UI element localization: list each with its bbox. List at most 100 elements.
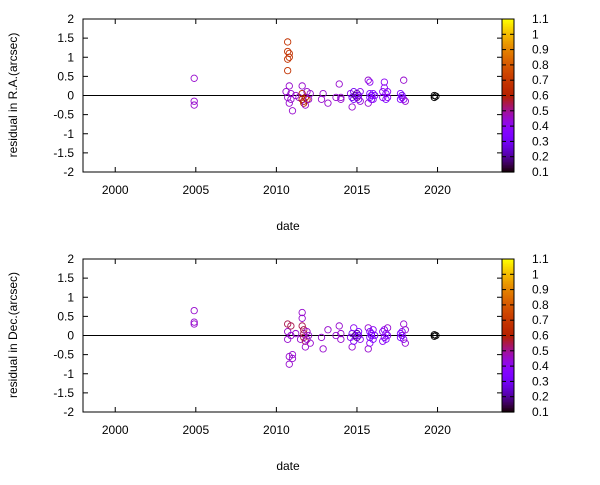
colorbar-segment	[502, 398, 514, 401]
x-tick-label: 2010	[263, 183, 290, 197]
colorbar-segment	[502, 167, 514, 170]
data-point	[306, 89, 314, 98]
y-tick-label: -1	[63, 367, 74, 381]
data-point	[317, 333, 326, 342]
colorbar-segment	[502, 25, 514, 28]
colorbar-tick-label: 1.1	[532, 252, 549, 266]
colorbar-segment	[502, 103, 514, 106]
colorbar-segment	[502, 389, 514, 392]
data-point	[396, 95, 405, 103]
colorbar-segment	[502, 295, 514, 298]
colorbar-segment	[502, 130, 514, 133]
colorbar-segment	[502, 19, 514, 22]
colorbar-segment	[502, 121, 514, 124]
colorbar-segment	[502, 363, 514, 366]
colorbar-segment	[502, 352, 514, 355]
colorbar-segment	[502, 384, 514, 387]
x-tick-label: 2015	[344, 423, 371, 437]
data-point	[430, 93, 438, 102]
colorbar-segment	[502, 323, 514, 326]
colorbar-tick-label: 0.8	[532, 298, 549, 312]
colorbar-segment	[502, 152, 514, 155]
y-tick-label: -2	[63, 165, 74, 179]
data-point	[369, 89, 377, 98]
data-point	[284, 66, 292, 75]
colorbar-tick-label: 0.4	[532, 119, 549, 133]
colorbar-tick-label: 0.4	[532, 359, 549, 373]
colorbar-tick-label: 0.7	[532, 73, 549, 87]
colorbar-segment	[502, 340, 514, 343]
colorbar-segment	[502, 26, 514, 29]
colorbar-tick-label: 0.6	[532, 89, 549, 103]
y-tick-label: 1.5	[57, 31, 74, 45]
y-tick-label: -1.5	[53, 386, 74, 400]
colorbar-tick-label: 0.8	[532, 58, 549, 72]
data-point	[337, 329, 345, 338]
data-point	[301, 337, 310, 345]
y-tick-label: 0	[67, 329, 74, 343]
colorbar-segment	[502, 46, 514, 49]
colorbar-segment	[502, 92, 514, 95]
colorbar-segment	[502, 297, 514, 300]
colorbar-segment	[502, 67, 514, 71]
data-point	[353, 329, 361, 338]
colorbar-segment	[502, 320, 514, 323]
y-tick-label: -1.5	[53, 146, 74, 160]
data-point	[190, 74, 198, 82]
colorbar-segment	[502, 278, 514, 282]
colorbar-segment	[502, 104, 514, 107]
data-point	[400, 95, 408, 103]
colorbar-tick-label: 0.1	[532, 165, 549, 179]
y-axis-label: residual in Dec.(arcsec)	[6, 272, 20, 398]
data-point	[335, 322, 343, 330]
colorbar-segment	[502, 45, 514, 48]
colorbar-segment	[502, 155, 514, 158]
colorbar-segment	[502, 54, 514, 57]
x-axis-label: date	[276, 219, 300, 233]
colorbar-segment	[502, 23, 514, 26]
colorbar-segment	[502, 307, 514, 311]
colorbar-tick-label: 0.2	[532, 150, 549, 164]
colorbar-segment	[502, 376, 514, 379]
colorbar-segment	[502, 86, 514, 89]
data-point	[354, 328, 363, 336]
colorbar-segment	[502, 259, 514, 262]
colorbar-segment	[502, 375, 514, 378]
colorbar-segment	[502, 95, 514, 98]
colorbar-segment	[502, 106, 514, 109]
colorbar-segment	[502, 133, 514, 136]
colorbar-segment	[502, 69, 514, 72]
colorbar-segment	[502, 124, 514, 127]
colorbar-segment	[502, 277, 514, 280]
data-point	[288, 350, 297, 359]
y-tick-label: -1	[63, 127, 74, 141]
colorbar-segment	[502, 80, 514, 83]
colorbar-segment	[502, 329, 514, 332]
data-point	[398, 331, 406, 340]
x-tick-label: 2000	[102, 423, 129, 437]
colorbar-segment	[502, 61, 514, 64]
colorbar-segment	[502, 139, 514, 142]
data-point	[335, 80, 343, 88]
colorbar-segment	[502, 385, 514, 389]
dec-residual-panel: residual in Dec.(arcsec) date -2 -1.5 -1 -0…	[6, 252, 549, 473]
colorbar-segment	[502, 364, 514, 367]
colorbar-segment	[502, 168, 514, 172]
colorbar-segment	[502, 330, 514, 334]
colorbar-segment	[502, 41, 514, 45]
colorbar-segment	[502, 335, 514, 338]
colorbar-segment	[502, 337, 514, 340]
colorbar-tick-labels: 0.10.2 0.30.40.50.6 0.70.80.9 11.1	[502, 252, 549, 419]
colorbar-segment	[502, 129, 514, 132]
data-point	[303, 328, 311, 336]
y-tick-label: 1	[67, 50, 74, 64]
colorbar-segment	[502, 98, 514, 101]
data-point	[319, 345, 327, 353]
data-point	[324, 326, 332, 334]
colorbar-segment	[502, 321, 514, 324]
colorbar-segment	[502, 281, 514, 285]
x-tick-label: 2015	[344, 183, 371, 197]
y-tick-label: 2	[67, 12, 74, 26]
colorbar-segment	[502, 72, 514, 75]
